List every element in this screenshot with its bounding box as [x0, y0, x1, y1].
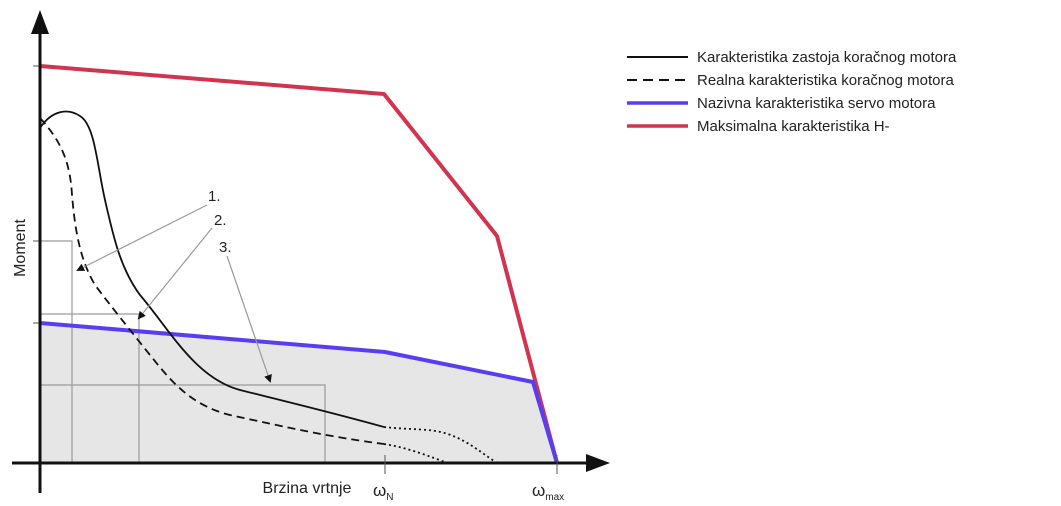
- legend-label-stall: Karakteristika zastoja koračnog motora: [697, 49, 957, 66]
- guide-rect-3: [40, 384, 326, 463]
- annotation-3: 3.: [219, 239, 232, 256]
- max-characteristic-curve: [39, 64, 559, 464]
- stepper-real-curve: [39, 117, 385, 445]
- stepper-stall-curve-dotted-tail: [383, 426, 498, 464]
- annotation-1: 1.: [208, 188, 221, 205]
- y-axis-label: Moment: [12, 219, 29, 277]
- legend-label-servo: Nazivna karakteristika servo motora: [697, 95, 936, 112]
- x-axis-label: Brzina vrtnje: [263, 480, 352, 497]
- omega-n-subscript: N: [386, 492, 393, 501]
- axes: [12, 10, 610, 493]
- omega-n-label: ωN: [373, 481, 394, 501]
- annotation-leaders: [76, 204, 272, 383]
- omega-max-subscript: max: [545, 492, 564, 501]
- omega-max-label: ωmax: [532, 481, 564, 501]
- leader-3: [226, 255, 272, 383]
- stepper-stall-curve: [39, 110, 385, 428]
- legend: Karakteristika zastoja koračnog motora R…: [627, 49, 957, 135]
- servo-operating-region: [40, 323, 557, 463]
- stepper-real-curve-dotted-tail: [383, 443, 449, 464]
- leader-2: [137, 227, 213, 320]
- nominal-servo-curve: [39, 321, 559, 464]
- annotation-2: 2.: [214, 212, 227, 229]
- legend-label-max: Maksimalna karakteristika H-: [697, 118, 890, 135]
- omega-max-symbol: ω: [532, 481, 545, 500]
- y-axis-arrowhead: [31, 10, 49, 34]
- legend-label-real: Realna karakteristika koračnog motora: [697, 72, 954, 89]
- x-axis-arrowhead: [586, 454, 610, 472]
- guide-rect-1: [40, 240, 73, 463]
- omega-n-symbol: ω: [373, 481, 386, 500]
- leader-1: [76, 204, 208, 271]
